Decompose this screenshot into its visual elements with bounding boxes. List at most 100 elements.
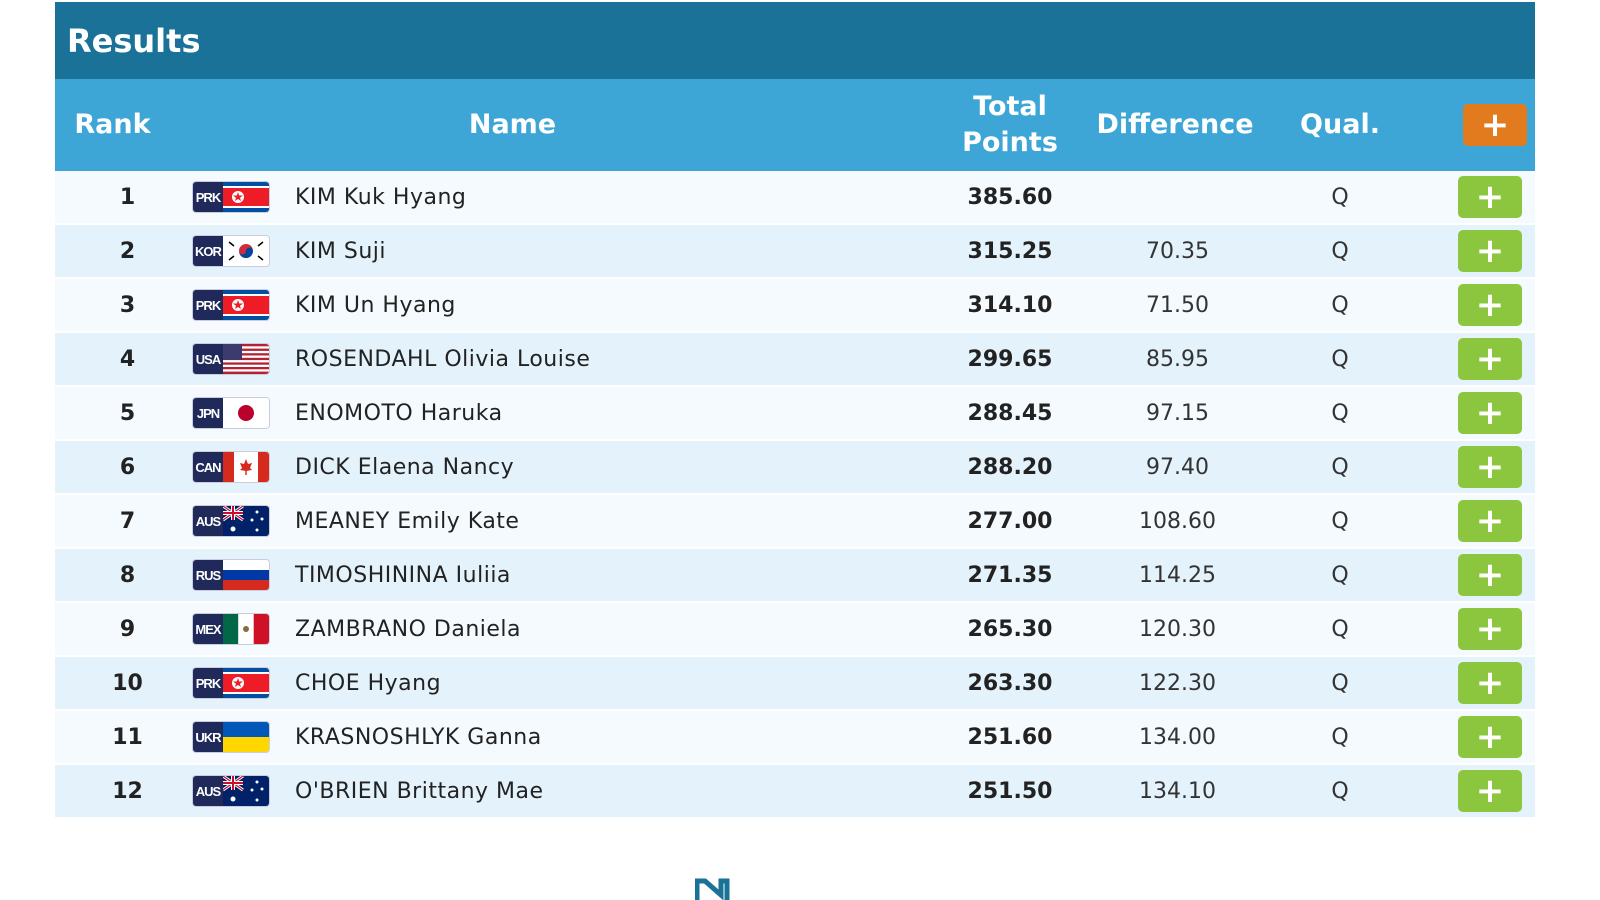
- qualification: Q: [1331, 346, 1349, 372]
- plus-icon: +: [1480, 105, 1510, 145]
- qualification: Q: [1331, 670, 1349, 696]
- qualification: Q: [1331, 562, 1349, 588]
- athlete-name[interactable]: CHOE Hyang: [295, 670, 442, 696]
- table-row: 11 UKR KRASNOSHLYK Ganna 251.60 134.00 Q +: [55, 711, 1535, 765]
- table-row: 1 PRK KIM Kuk Hyang 385.60 Q +: [55, 171, 1535, 225]
- column-header-qual[interactable]: Qual.: [1300, 109, 1380, 140]
- difference: 97.40: [1146, 454, 1209, 480]
- difference: [1095, 171, 1260, 223]
- expand-row-button[interactable]: +: [1458, 338, 1522, 380]
- column-header-rank[interactable]: Rank: [74, 109, 151, 140]
- athlete-name[interactable]: O'BRIEN Brittany Mae: [295, 778, 544, 804]
- total-points: 271.35: [967, 562, 1053, 588]
- rank-cell: 3: [119, 292, 136, 318]
- athlete-name[interactable]: DICK Elaena Nancy: [295, 454, 515, 480]
- expand-row-button[interactable]: +: [1458, 176, 1522, 218]
- plus-icon: +: [1475, 177, 1505, 217]
- flag-cell: PRK: [193, 279, 273, 331]
- athlete-name[interactable]: KIM Un Hyang: [295, 292, 456, 318]
- total-points: 263.30: [967, 670, 1053, 696]
- can-flag-icon: CAN: [193, 452, 269, 482]
- plus-icon: +: [1475, 501, 1505, 541]
- nation-code: MEX: [193, 614, 223, 644]
- qualification: Q: [1331, 616, 1349, 642]
- qualification: Q: [1331, 184, 1349, 210]
- column-header-name[interactable]: Name: [468, 109, 557, 140]
- expand-row-button[interactable]: +: [1458, 662, 1522, 704]
- difference: 122.30: [1139, 670, 1216, 696]
- expand-row-button[interactable]: +: [1458, 284, 1522, 326]
- table-row: 3 PRK KIM Un Hyang 314.10 71.50 Q +: [55, 279, 1535, 333]
- table-row: 7 AUS MEANEY Emily Kate 277.00 108.60 Q +: [55, 495, 1535, 549]
- mex-flag-icon: MEX: [193, 614, 269, 644]
- rank-cell: 8: [119, 562, 136, 588]
- plus-icon: +: [1475, 339, 1505, 379]
- expand-row-button[interactable]: +: [1458, 446, 1522, 488]
- table-row: 4 USA ROSENDAHL Olivia Louise 299.65 85.95 Q +: [55, 333, 1535, 387]
- athlete-name[interactable]: KIM Kuk Hyang: [295, 184, 467, 210]
- table-row: 12 AUS O'BRIEN Brittany Mae 251.50 134.10 Q +: [55, 765, 1535, 819]
- flag-cell: USA: [193, 333, 273, 385]
- rank-cell: 11: [112, 724, 143, 750]
- rank-cell: 6: [119, 454, 136, 480]
- nation-code: JPN: [193, 398, 223, 428]
- jpn-flag-icon: JPN: [193, 398, 269, 428]
- expand-row-button[interactable]: +: [1458, 770, 1522, 812]
- rus-flag-icon: RUS: [193, 560, 269, 590]
- plus-icon: +: [1475, 771, 1505, 811]
- athlete-name[interactable]: ZAMBRANO Daniela: [295, 616, 522, 642]
- table-row: 5 JPN ENOMOTO Haruka 288.45 97.15 Q +: [55, 387, 1535, 441]
- athlete-name[interactable]: KIM Suji: [295, 238, 387, 264]
- expand-row-button[interactable]: +: [1458, 554, 1522, 596]
- expand-row-button[interactable]: +: [1458, 716, 1522, 758]
- qualification: Q: [1331, 292, 1349, 318]
- qualification: Q: [1331, 724, 1349, 750]
- nation-code: RUS: [193, 560, 223, 590]
- results-title-bar: Results: [55, 2, 1535, 79]
- athlete-name[interactable]: KRASNOSHLYK Ganna: [295, 724, 542, 750]
- expand-all-button[interactable]: +: [1463, 104, 1527, 146]
- flag-cell: AUS: [193, 765, 273, 817]
- plus-icon: +: [1475, 555, 1505, 595]
- total-points: 315.25: [967, 238, 1053, 264]
- column-header-difference[interactable]: Difference: [1096, 109, 1254, 140]
- results-panel: Results Rank Name Total Points Differenc…: [55, 2, 1535, 819]
- difference: 71.50: [1146, 292, 1209, 318]
- nation-code: PRK: [193, 668, 223, 698]
- athlete-name[interactable]: ROSENDAHL Olivia Louise: [295, 346, 591, 372]
- athlete-name[interactable]: MEANEY Emily Kate: [295, 508, 520, 534]
- expand-row-button[interactable]: +: [1458, 608, 1522, 650]
- total-points: 288.45: [967, 400, 1053, 426]
- page-title: Results: [67, 21, 201, 60]
- athlete-name[interactable]: TIMOSHININA Iuliia: [295, 562, 511, 588]
- table-row: 8 RUS TIMOSHININA Iuliia 271.35 114.25 Q +: [55, 549, 1535, 603]
- rank-cell: 5: [119, 400, 136, 426]
- difference: 108.60: [1139, 508, 1216, 534]
- partial-logo-mark: [695, 878, 730, 900]
- plus-icon: +: [1475, 285, 1505, 325]
- athlete-name[interactable]: ENOMOTO Haruka: [295, 400, 503, 426]
- aus-flag-icon: AUS: [193, 776, 269, 806]
- rank-cell: 1: [119, 184, 136, 210]
- difference: 114.25: [1139, 562, 1216, 588]
- difference: 134.00: [1139, 724, 1216, 750]
- qualification: Q: [1331, 508, 1349, 534]
- aus-flag-icon: AUS: [193, 506, 269, 536]
- rank-cell: 4: [119, 346, 136, 372]
- ukr-flag-icon: UKR: [193, 722, 269, 752]
- flag-cell: KOR: [193, 225, 273, 277]
- plus-icon: +: [1475, 609, 1505, 649]
- difference: 97.15: [1146, 400, 1209, 426]
- usa-flag-icon: USA: [193, 344, 269, 374]
- plus-icon: +: [1475, 717, 1505, 757]
- table-row: 2 KOR KIM Suji 315.25 70.35 Q +: [55, 225, 1535, 279]
- expand-row-button[interactable]: +: [1458, 500, 1522, 542]
- expand-row-button[interactable]: +: [1458, 230, 1522, 272]
- total-points: 265.30: [967, 616, 1053, 642]
- rank-cell: 2: [119, 238, 136, 264]
- total-points: 251.60: [967, 724, 1053, 750]
- flag-cell: AUS: [193, 495, 273, 547]
- expand-row-button[interactable]: +: [1458, 392, 1522, 434]
- flag-cell: JPN: [193, 387, 273, 439]
- column-header-total-points[interactable]: Total Points: [935, 79, 1085, 171]
